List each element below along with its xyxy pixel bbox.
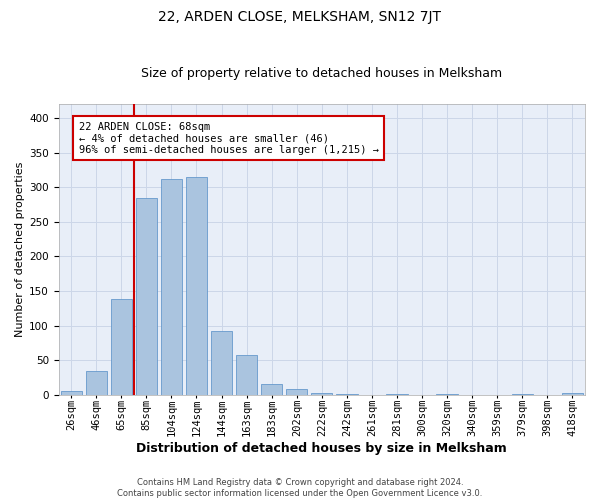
Bar xyxy=(211,331,232,395)
Bar xyxy=(512,394,533,395)
Text: 22 ARDEN CLOSE: 68sqm
← 4% of detached houses are smaller (46)
96% of semi-detac: 22 ARDEN CLOSE: 68sqm ← 4% of detached h… xyxy=(79,122,379,155)
Bar xyxy=(236,356,257,395)
Bar xyxy=(86,370,107,395)
X-axis label: Distribution of detached houses by size in Melksham: Distribution of detached houses by size … xyxy=(136,442,507,455)
Bar xyxy=(436,394,458,395)
Bar xyxy=(136,198,157,395)
Bar xyxy=(311,392,332,395)
Bar xyxy=(386,394,407,395)
Bar xyxy=(161,179,182,395)
Bar xyxy=(61,392,82,395)
Bar xyxy=(261,384,283,395)
Y-axis label: Number of detached properties: Number of detached properties xyxy=(15,162,25,337)
Text: Contains HM Land Registry data © Crown copyright and database right 2024.
Contai: Contains HM Land Registry data © Crown c… xyxy=(118,478,482,498)
Text: 22, ARDEN CLOSE, MELKSHAM, SN12 7JT: 22, ARDEN CLOSE, MELKSHAM, SN12 7JT xyxy=(158,10,442,24)
Bar xyxy=(186,177,207,395)
Bar xyxy=(562,394,583,395)
Title: Size of property relative to detached houses in Melksham: Size of property relative to detached ho… xyxy=(141,66,502,80)
Bar xyxy=(110,300,132,395)
Bar xyxy=(336,394,358,395)
Bar xyxy=(286,389,307,395)
